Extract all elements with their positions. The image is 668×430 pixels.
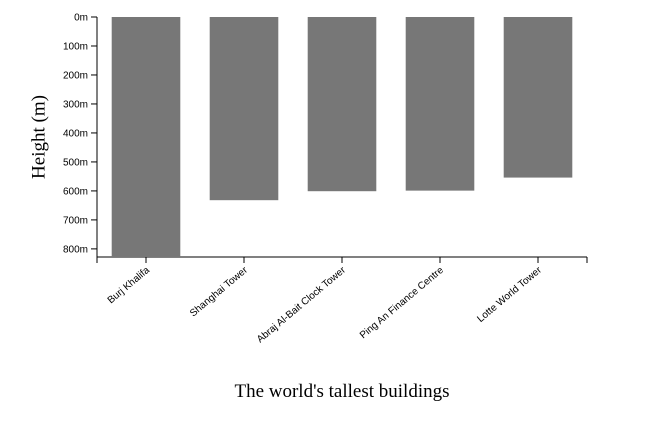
y-tick-label: 700m — [63, 215, 88, 226]
bar — [405, 17, 475, 191]
x-tick-label: Lotte World Tower — [475, 264, 544, 324]
y-tick-label: 800m — [63, 244, 88, 255]
bar — [503, 17, 573, 178]
y-tick-label: 600m — [63, 186, 88, 197]
bars-group — [111, 17, 573, 257]
y-tick-label: 300m — [63, 99, 88, 110]
chart-title: The world's tallest buildings — [234, 381, 449, 402]
y-tick-label: 500m — [63, 157, 88, 168]
y-tick-label: 0m — [74, 13, 88, 24]
bar — [111, 17, 181, 257]
bar — [307, 17, 377, 192]
x-tick-label: Abraj Al-Bait Clock Tower — [255, 264, 348, 345]
x-axis: Burj Khalifa Shanghai Tower Abraj Al-Bait … — [96, 256, 588, 345]
y-tick-label: 400m — [63, 128, 88, 139]
x-tick-label: Ping An Finance Centre — [358, 265, 446, 342]
y-axis: 0m 100m 200m 300m 400m 500m 600m 700m 800m — [63, 13, 98, 257]
y-tick-label: 100m — [63, 41, 88, 52]
y-tick-label: 200m — [63, 70, 88, 81]
y-axis-title: Height (m) — [29, 95, 50, 179]
bar — [209, 17, 279, 201]
x-tick-label: Burj Khalifa — [106, 265, 153, 307]
x-tick-label: Shanghai Tower — [188, 264, 250, 319]
